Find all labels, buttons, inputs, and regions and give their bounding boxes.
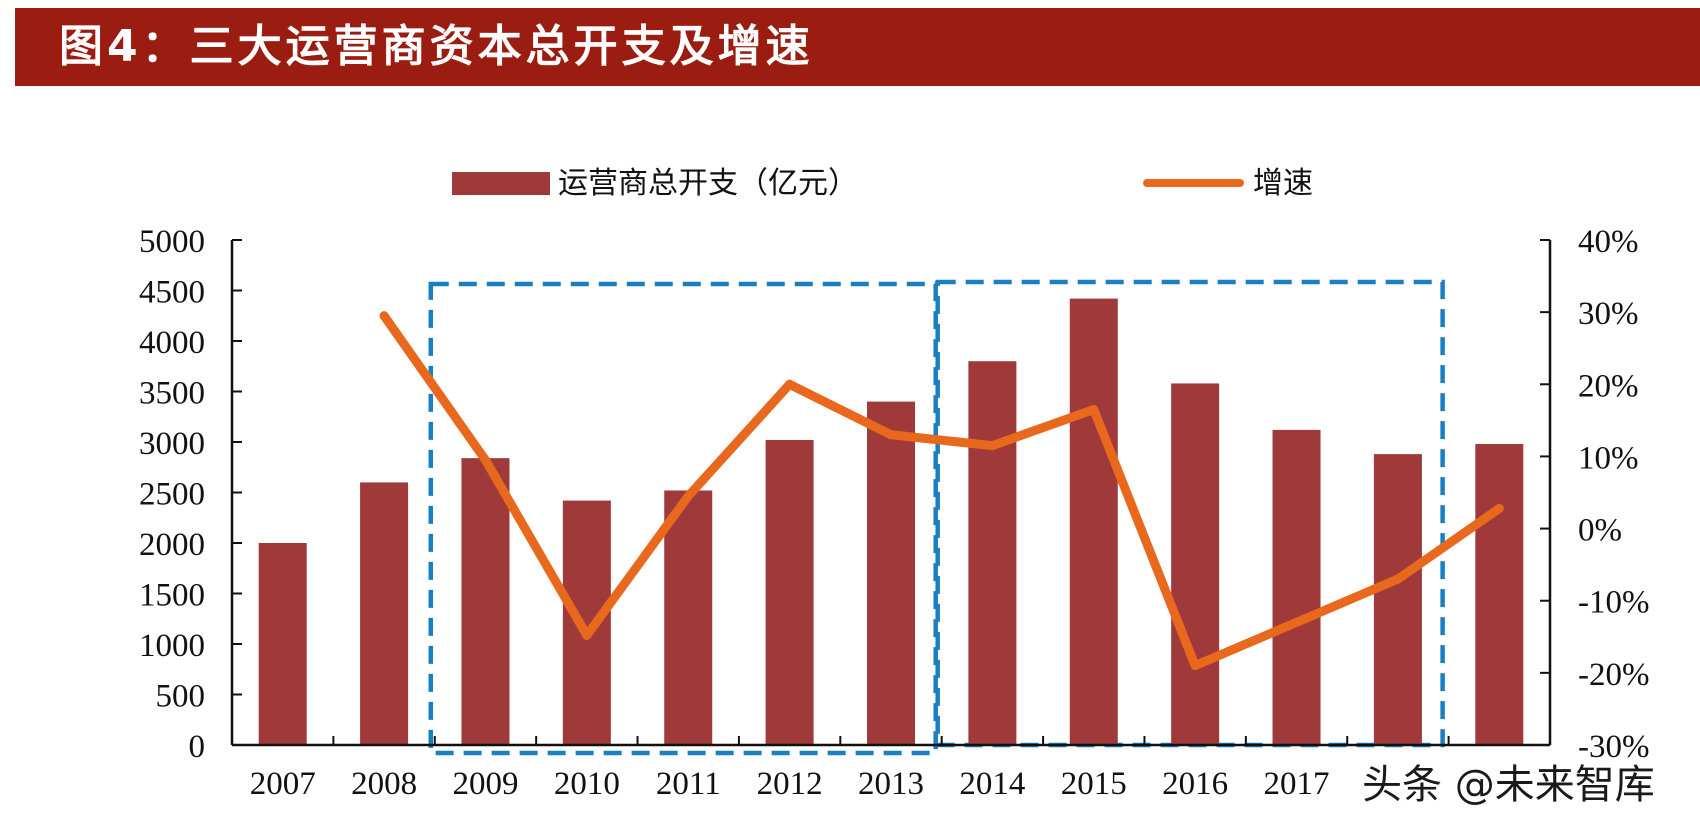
x-tick-label: 2016 — [1162, 766, 1228, 802]
x-tick-label: 2014 — [959, 766, 1025, 802]
chart-title: 图4：三大运营商资本总开支及增速 — [59, 21, 814, 72]
y-left-tick-label: 2500 — [139, 477, 205, 513]
legend: 运营商总开支（亿元） 增速 — [452, 166, 1313, 201]
title-bar: 图4：三大运营商资本总开支及增速 — [15, 8, 1700, 86]
y-left-tick-label: 2000 — [139, 527, 205, 563]
y-right-tick-label: 30% — [1578, 296, 1639, 332]
growth-point-2013 — [886, 430, 896, 440]
bar-2014 — [968, 361, 1017, 745]
y-left-tick-label: 0 — [189, 729, 206, 765]
growth-point-2008 — [379, 311, 389, 321]
bar-2015 — [1069, 298, 1118, 745]
y-right-tick-label: 10% — [1578, 440, 1639, 476]
bar-2008 — [360, 482, 409, 745]
bar-2013 — [867, 401, 915, 745]
y-right-tick-label: -10% — [1578, 585, 1649, 621]
y-left-tick-label: 4000 — [139, 325, 205, 361]
legend-label-capex: 运营商总开支（亿元） — [558, 166, 858, 201]
legend-swatch-capex — [452, 172, 550, 195]
axes: 0 500 1000 1500 2000 2500 3000 3500 4000 4500 5000… — [139, 224, 1649, 802]
growth-line-series — [379, 311, 1504, 671]
bar-2016 — [1171, 383, 1220, 745]
growth-point-2019 — [1494, 503, 1504, 513]
bar-2018 — [1373, 454, 1422, 745]
bar-series — [258, 298, 1524, 745]
watermark: 头条 @未来智库 — [1362, 762, 1655, 808]
legend-label-growth: 增速 — [1253, 166, 1313, 201]
y-left-tick-label: 500 — [156, 679, 206, 715]
y-left-tick-label: 1000 — [139, 628, 205, 664]
growth-point-2010 — [582, 630, 592, 640]
x-tick-label: 2013 — [858, 766, 924, 802]
y-left-tick-label: 3500 — [139, 376, 205, 412]
y-right-tick-label: 0% — [1578, 513, 1622, 549]
bar-2009 — [461, 458, 510, 745]
y-right-tick-label: -20% — [1578, 657, 1649, 693]
growth-point-2014 — [987, 441, 997, 451]
growth-point-2012 — [785, 379, 795, 389]
growth-point-2015 — [1089, 405, 1099, 415]
growth-point-2016 — [1190, 661, 1200, 671]
growth-line — [379, 311, 1504, 671]
y-left-tick-label: 3000 — [139, 426, 205, 462]
x-tick-label: 2012 — [757, 766, 823, 802]
x-tick-label: 2017 — [1264, 766, 1330, 802]
growth-point-2018 — [1393, 574, 1403, 584]
x-tick-label: 2007 — [250, 766, 316, 802]
growth-point-2017 — [1292, 617, 1302, 627]
x-tick-label: 2008 — [351, 766, 417, 802]
growth-point-2009 — [480, 455, 490, 465]
x-tick-label: 2011 — [656, 766, 721, 802]
bar-2007 — [258, 543, 307, 745]
x-tick-label: 2015 — [1061, 766, 1127, 802]
y-right-tick-label: 40% — [1578, 224, 1639, 260]
bar-2017 — [1272, 429, 1321, 745]
x-tick-label: 2009 — [452, 766, 518, 802]
y-left-tick-label: 4500 — [139, 275, 205, 311]
growth-point-2011 — [683, 491, 693, 501]
y-right-tick-label: 20% — [1578, 368, 1639, 404]
y-left-tick-label: 5000 — [139, 224, 205, 260]
bar-2010 — [562, 500, 611, 745]
bar-2019 — [1475, 444, 1524, 745]
bar-2011 — [664, 490, 713, 745]
y-right-tick-label: -30% — [1578, 729, 1649, 765]
x-tick-label: 2010 — [554, 766, 620, 802]
highlight-box-2009-2013 — [428, 281, 938, 756]
y-left-tick-label: 1500 — [139, 578, 205, 614]
bar-2012 — [765, 439, 814, 745]
